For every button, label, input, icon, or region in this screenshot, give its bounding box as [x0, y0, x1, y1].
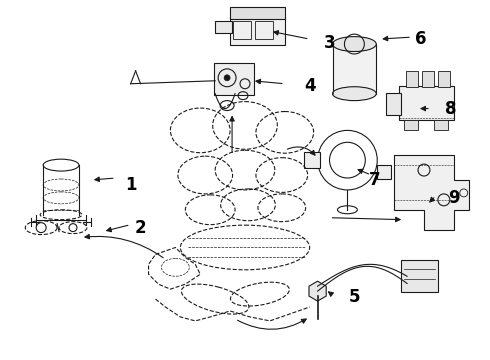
Text: 6: 6	[415, 30, 427, 48]
Bar	[230, 17, 285, 45]
Bar	[333, 44, 376, 94]
Bar	[377, 165, 391, 179]
FancyBboxPatch shape	[401, 260, 438, 292]
Bar	[215, 21, 232, 33]
Bar	[438, 71, 450, 87]
Text: 1: 1	[125, 176, 136, 194]
Bar	[386, 93, 401, 114]
Bar	[304, 152, 319, 168]
Text: 9: 9	[448, 189, 460, 207]
Bar	[255, 21, 273, 39]
Bar	[233, 21, 251, 39]
Text: 3: 3	[324, 34, 335, 52]
Bar	[434, 121, 448, 130]
Text: 8: 8	[445, 100, 457, 118]
Ellipse shape	[333, 87, 376, 100]
Ellipse shape	[333, 37, 376, 51]
Bar	[404, 121, 418, 130]
Polygon shape	[394, 155, 469, 230]
Bar	[422, 71, 434, 87]
FancyBboxPatch shape	[214, 63, 254, 95]
Text: 2: 2	[135, 219, 147, 237]
Circle shape	[224, 75, 230, 81]
Text: 4: 4	[304, 77, 316, 95]
Bar	[406, 71, 418, 87]
Bar	[399, 86, 454, 121]
Text: 5: 5	[348, 288, 360, 306]
Text: 7: 7	[368, 171, 380, 189]
Bar	[230, 7, 285, 19]
